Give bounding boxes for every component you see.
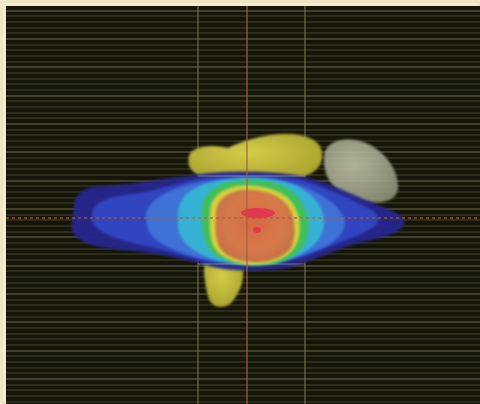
structure-gray: [323, 139, 399, 203]
structure-yellow-upper: [188, 134, 323, 181]
hotspot-small: [253, 227, 261, 233]
hotspot-main: [241, 208, 275, 218]
dose-overlay-svg: [6, 6, 480, 404]
dose-viewport[interactable]: [6, 6, 480, 404]
isodose-core: [215, 189, 295, 262]
